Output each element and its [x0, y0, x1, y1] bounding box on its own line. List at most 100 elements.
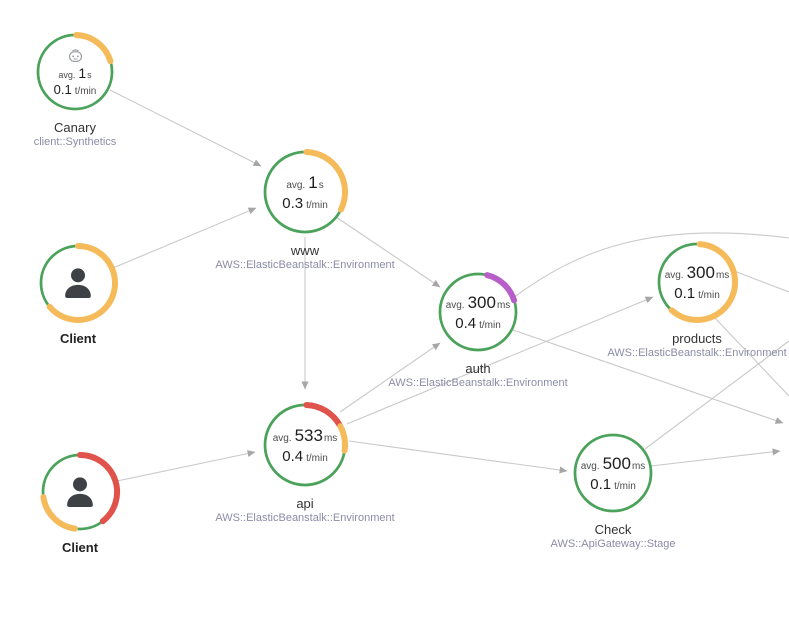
traffic-rate: 0.1 t/min — [590, 477, 636, 492]
ring-arc-warn — [668, 241, 739, 323]
rate-value: 0.4 — [282, 447, 304, 465]
edge-www-to-auth[interactable] — [335, 216, 441, 288]
avg-unit: s — [87, 69, 92, 80]
avg-prefix: avg. — [580, 460, 600, 472]
rate-value: 0.1 — [674, 284, 696, 302]
edge-auth-to-east[interactable] — [512, 329, 784, 424]
ring-arc-fault — [303, 402, 343, 428]
node-api[interactable]: avg. 533ms 0.4 t/min — [257, 397, 353, 493]
avg-value: 300 — [467, 292, 496, 312]
node-content — [35, 447, 125, 537]
node-content: avg. 533ms 0.4 t/min — [257, 397, 353, 493]
node-ring — [263, 149, 349, 234]
node-label-client-bottom: Client — [61, 540, 99, 555]
rate-value: 0.1 — [53, 81, 72, 97]
ring-arc-fault — [77, 451, 121, 525]
node-content: avg. 1s 0.3 t/min — [257, 144, 353, 240]
rate-value: 0.1 — [590, 475, 612, 493]
node-content: avg. 300ms 0.4 t/min — [432, 266, 524, 358]
node-ring — [263, 402, 348, 487]
avg-latency: avg. 533ms — [273, 427, 338, 444]
traffic-rate: 0.3 t/min — [282, 196, 328, 211]
node-ring — [438, 272, 518, 352]
edge-auth-curve-to-east[interactable] — [512, 232, 789, 299]
avg-value: 1 — [308, 172, 318, 192]
node-label-auth: auth — [465, 361, 491, 376]
edge-api-to-auth[interactable] — [339, 342, 441, 413]
node-type-products: AWS::ElasticBeanstalk::Environment — [607, 347, 787, 359]
rate-unit: t/min — [614, 480, 636, 492]
rate-unit: t/min — [74, 85, 97, 97]
avg-latency: avg. 300ms — [665, 264, 730, 281]
edge-api-to-check[interactable] — [348, 440, 568, 474]
rate-unit: t/min — [306, 452, 328, 464]
edge-products-to-southeast[interactable] — [713, 316, 789, 397]
node-client-top[interactable] — [33, 238, 123, 328]
node-canary[interactable]: avg. 1s 0.1 t/min — [30, 27, 120, 117]
node-ring — [657, 241, 739, 323]
ring-arc-warn — [40, 494, 78, 532]
avg-value: 1 — [78, 64, 87, 81]
node-check[interactable]: avg. 500ms 0.1 t/min — [567, 427, 659, 519]
edge-canary-to-www[interactable] — [109, 89, 262, 167]
avg-latency: avg. 300ms — [446, 294, 511, 311]
rate-value: 0.3 — [282, 194, 304, 212]
node-label-check: Check — [594, 522, 632, 537]
avg-unit: ms — [631, 460, 646, 472]
avg-unit: ms — [323, 432, 338, 444]
node-products[interactable]: avg. 300ms 0.1 t/min — [651, 236, 743, 328]
node-type-www: AWS::ElasticBeanstalk::Environment — [215, 259, 395, 271]
node-content — [33, 238, 123, 328]
rate-value: 0.4 — [455, 314, 477, 332]
traffic-rate: 0.1 t/min — [674, 286, 720, 301]
edge-api-to-products[interactable] — [346, 296, 654, 425]
node-www[interactable]: avg. 1s 0.3 t/min — [257, 144, 353, 240]
node-ring — [573, 433, 653, 513]
ring-arc-warn — [303, 149, 349, 213]
person-icon — [67, 477, 93, 507]
edge-products-to-east[interactable] — [733, 270, 789, 293]
node-auth[interactable]: avg. 300ms 0.4 t/min — [432, 266, 524, 358]
node-label-canary: Canary — [54, 120, 96, 135]
node-ring — [36, 32, 114, 111]
avg-unit: ms — [715, 269, 730, 281]
avg-latency: avg. 500ms — [581, 455, 646, 472]
ring-arc-warn — [337, 423, 348, 454]
node-type-check: AWS::ApiGateway::Stage — [550, 538, 676, 550]
node-label-www: www — [290, 243, 320, 258]
rate-unit: t/min — [698, 289, 720, 301]
node-label-api: api — [296, 496, 314, 511]
node-type-canary: client::Synthetics — [33, 136, 117, 148]
node-label-products: products — [672, 331, 722, 346]
ring-arc-warn — [73, 32, 114, 65]
node-ring — [40, 451, 121, 532]
rate-unit: t/min — [479, 319, 501, 331]
edge-client-bottom-to-api[interactable] — [116, 450, 256, 482]
avg-prefix: avg. — [664, 269, 684, 281]
canary-icon — [68, 48, 82, 62]
avg-value: 533 — [294, 425, 323, 445]
avg-prefix: avg. — [445, 299, 465, 311]
traffic-rate: 0.4 t/min — [455, 316, 501, 331]
traffic-rate: 0.4 t/min — [282, 449, 328, 464]
edge-client-top-to-www[interactable] — [112, 207, 257, 269]
avg-prefix: avg. — [58, 69, 76, 80]
traffic-rate: 0.1 t/min — [54, 83, 97, 97]
avg-value: 500 — [602, 453, 631, 473]
node-type-api: AWS::ElasticBeanstalk::Environment — [215, 512, 395, 524]
node-label-client-top: Client — [59, 331, 97, 346]
person-icon — [65, 268, 91, 298]
node-client-bottom[interactable] — [35, 447, 125, 537]
edge-check-to-east[interactable] — [650, 448, 781, 467]
node-ring — [39, 243, 119, 323]
avg-latency: avg. 1s — [286, 174, 323, 191]
edge-check-to-northeast[interactable] — [644, 340, 789, 450]
avg-unit: s — [318, 179, 324, 191]
ring-arc-warn — [46, 243, 119, 323]
avg-value: 300 — [686, 262, 715, 282]
avg-prefix: avg. — [272, 432, 292, 444]
node-type-auth: AWS::ElasticBeanstalk::Environment — [388, 377, 568, 389]
node-content: avg. 500ms 0.1 t/min — [567, 427, 659, 519]
